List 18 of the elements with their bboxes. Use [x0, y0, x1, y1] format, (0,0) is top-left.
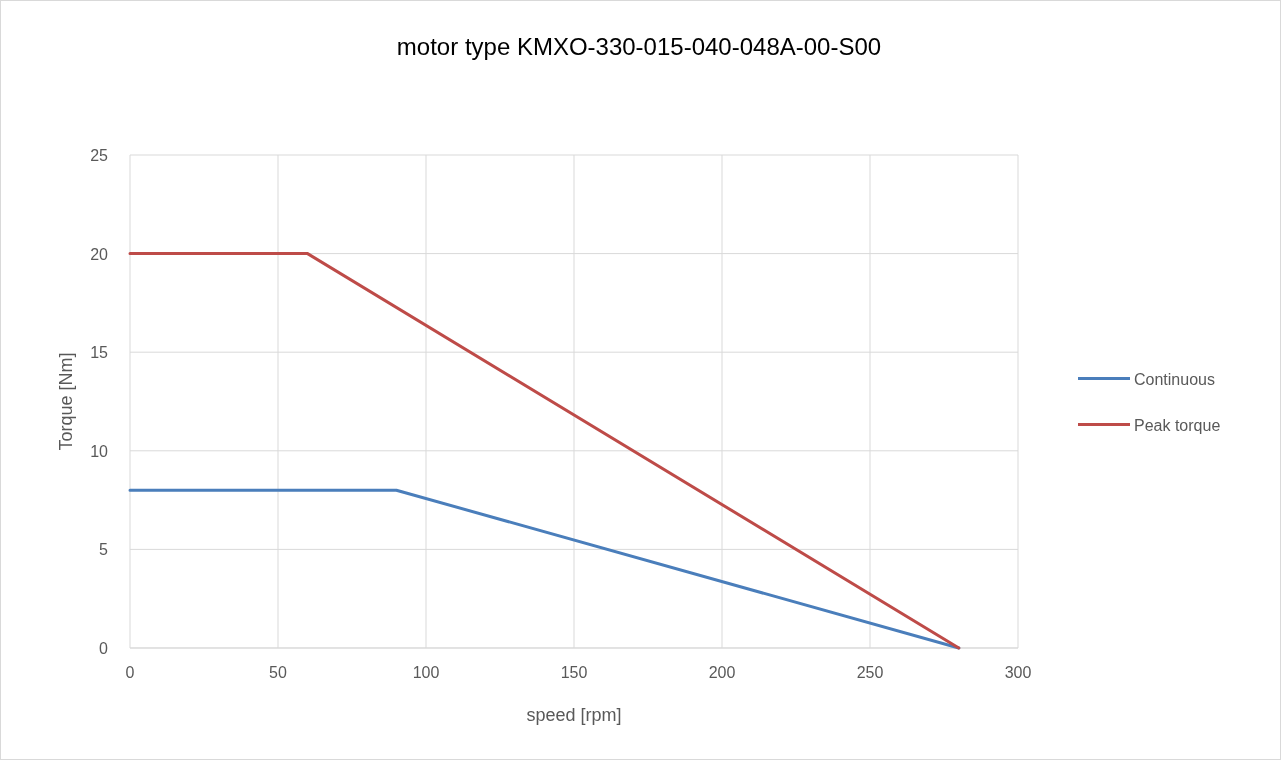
- y-tick-label: 0: [99, 640, 109, 657]
- x-tick-label: 150: [560, 664, 588, 681]
- x-tick-label: 300: [1004, 664, 1032, 681]
- y-tick-label: 15: [90, 344, 109, 362]
- legend-label: Peak torque: [1134, 416, 1221, 434]
- chart-title: motor type KMXO-330-015-040-048A-00-S00: [396, 33, 882, 60]
- y-axis-title: Torque [Nm]: [56, 352, 76, 451]
- y-tick-label: 5: [99, 541, 109, 559]
- x-tick-label: 250: [856, 664, 884, 681]
- y-tick-label: 25: [90, 147, 109, 164]
- x-tick-label: 50: [269, 664, 287, 681]
- y-tick-label: 10: [90, 442, 109, 460]
- legend-label: Continuous: [1134, 370, 1215, 388]
- x-axis-title: speed [rpm]: [526, 705, 622, 725]
- x-tick-label: 200: [708, 664, 736, 681]
- x-tick-label: 0: [125, 664, 135, 681]
- x-tick-label: 100: [412, 664, 440, 681]
- y-tick-label: 20: [90, 245, 109, 263]
